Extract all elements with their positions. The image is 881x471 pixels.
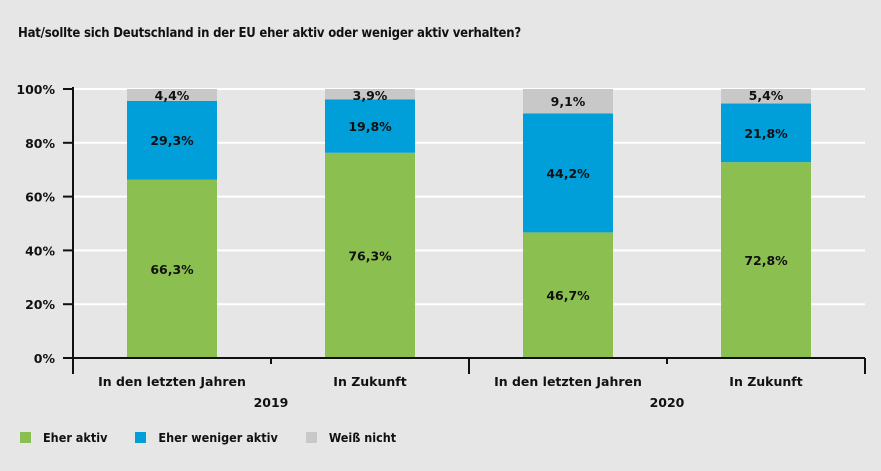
data-label: 46,7% <box>546 288 590 303</box>
legend: Eher aktiv Eher weniger aktiv Weiß nicht <box>20 430 396 445</box>
bar-segment <box>523 89 613 114</box>
data-label: 72,8% <box>744 253 788 268</box>
legend-label: Eher weniger aktiv <box>158 430 278 445</box>
x-tick-label: In den letzten Jahren <box>98 374 246 389</box>
bar-segment <box>325 99 415 153</box>
y-tick-label: 20% <box>25 297 55 312</box>
data-label: 4,4% <box>155 88 190 103</box>
legend-item: Weiß nicht <box>305 430 397 445</box>
x-tick-label: In den letzten Jahren <box>494 374 642 389</box>
data-label: 76,3% <box>348 248 392 263</box>
bar-segment <box>721 162 811 358</box>
y-tick-label: 60% <box>25 190 55 205</box>
bar-segment <box>523 113 613 233</box>
group-label: 2020 <box>650 395 685 410</box>
bar-segment <box>127 179 217 358</box>
legend-label: Eher aktiv <box>43 430 108 445</box>
legend-item: Eher aktiv <box>20 430 107 445</box>
bar-segment <box>127 100 217 180</box>
legend-item: Eher weniger aktiv <box>135 430 278 445</box>
x-tick-label: In Zukunft <box>333 374 406 389</box>
legend-swatch <box>20 432 31 443</box>
legend-swatch <box>305 432 317 443</box>
data-label: 66,3% <box>150 262 194 277</box>
data-label: 21,8% <box>744 126 788 141</box>
y-tick-label: 80% <box>25 136 55 151</box>
bar-segment <box>127 89 217 101</box>
x-tick-label: In Zukunft <box>729 374 802 389</box>
bar-segment <box>325 152 415 358</box>
data-label: 3,9% <box>353 88 388 103</box>
data-label: 19,8% <box>348 119 392 134</box>
bar-segment <box>721 103 811 163</box>
y-tick-label: 40% <box>25 243 55 258</box>
legend-swatch <box>135 432 147 443</box>
legend-label: Weiß nicht <box>328 430 397 445</box>
bar-segment <box>523 232 613 358</box>
data-label: 29,3% <box>150 133 194 148</box>
y-tick-label: 100% <box>16 82 55 97</box>
data-label: 9,1% <box>551 94 586 109</box>
bar-segment <box>325 89 415 100</box>
bar-segment <box>721 89 811 104</box>
group-label: 2019 <box>254 395 289 410</box>
chart-title: Hat/sollte sich Deutschland in der EU eh… <box>18 26 521 41</box>
y-tick-label: 0% <box>34 351 56 366</box>
data-label: 44,2% <box>546 166 590 181</box>
data-label: 5,4% <box>749 88 784 103</box>
